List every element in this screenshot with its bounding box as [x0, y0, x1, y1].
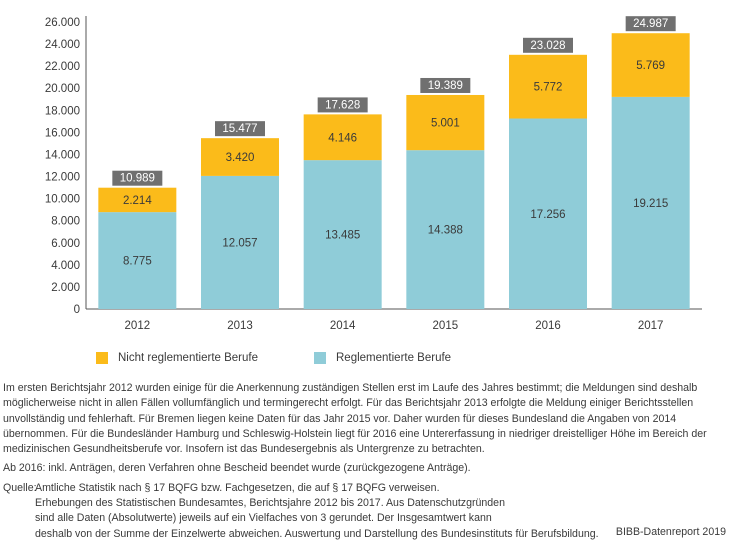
data-label-regulated: 17.256: [530, 209, 565, 221]
total-label-box: [420, 77, 471, 93]
x-tick-label: 2012: [125, 320, 151, 332]
y-tick-label: 12.000: [45, 172, 80, 184]
legend: Nicht reglementierte Berufe Reglementier…: [96, 352, 451, 364]
total-label-box: [112, 170, 163, 186]
data-label-non-regulated: 3.420: [226, 152, 255, 164]
x-tick-label: 2015: [433, 320, 459, 332]
y-tick-label: 6.000: [51, 238, 80, 250]
data-label-non-regulated: 2.214: [123, 195, 152, 207]
bar-segment-non-regulated: [509, 54, 587, 119]
y-tick-label: 16.000: [45, 127, 80, 139]
data-label-regulated: 13.485: [325, 230, 360, 242]
total-label: 17.628: [325, 99, 360, 111]
total-label-box: [625, 16, 676, 32]
x-tick-label: 2016: [535, 320, 561, 332]
x-tick-label: 2014: [330, 320, 356, 332]
bar-segment-regulated: [98, 212, 177, 309]
y-tick-label: 10.000: [45, 194, 80, 206]
x-tick-label: 2017: [638, 320, 664, 332]
chart-notes: Im ersten Berichtsjahr 2012 wurden einig…: [3, 381, 728, 542]
total-label: 15.477: [222, 123, 257, 135]
legend-label-non-regulated: Nicht reglementierte Berufe: [118, 352, 258, 364]
legend-swatch-regulated: [314, 352, 326, 364]
note-paragraph-2: Ab 2016: inkl. Anträgen, deren Verfahren…: [3, 462, 471, 475]
legend-label-regulated: Reglementierte Berufe: [336, 352, 452, 364]
data-label-regulated: 19.215: [633, 198, 668, 210]
y-tick-label: 4.000: [51, 260, 80, 272]
data-label-regulated: 14.388: [428, 225, 463, 237]
source-label: Quelle:: [3, 481, 37, 494]
legend-item-non-regulated: Nicht reglementierte Berufe: [96, 352, 314, 364]
bar-segment-regulated: [406, 150, 485, 309]
bar-segment-non-regulated: [201, 138, 279, 176]
y-tick-label: 2.000: [51, 282, 80, 294]
data-label-regulated: 12.057: [222, 237, 257, 249]
y-tick-label: 24.000: [45, 39, 80, 51]
y-tick-label: 26.000: [45, 17, 80, 29]
data-label-regulated: 8.775: [123, 256, 152, 268]
bar-segment-non-regulated: [303, 114, 382, 161]
source-line: Amtliche Statistik nach § 17 BQFG bzw. F…: [35, 481, 440, 494]
x-tick-label: 2013: [227, 320, 253, 332]
y-tick-label: 0: [74, 304, 80, 316]
data-label-non-regulated: 5.001: [431, 118, 460, 130]
source-block: Quelle: Amtliche Statistik nach § 17 BQF…: [3, 481, 728, 542]
y-tick-label: 22.000: [45, 61, 80, 73]
data-label-non-regulated: 4.146: [328, 132, 357, 144]
total-label-box: [523, 37, 573, 53]
data-label-non-regulated: 5.769: [636, 60, 665, 72]
credit-line: BIBB-Datenreport 2019: [615, 526, 726, 538]
legend-swatch-non-regulated: [96, 352, 108, 364]
y-tick-label: 8.000: [51, 216, 80, 228]
source-line: Erhebungen des Statistischen Bundesamtes…: [35, 497, 505, 510]
bar-segment-non-regulated: [98, 187, 177, 213]
bar-segment-regulated: [509, 118, 587, 309]
note-paragraph-1: Im ersten Berichtsjahr 2012 wurden einig…: [3, 382, 707, 456]
total-label-box: [317, 97, 368, 113]
bar-segment-non-regulated: [611, 33, 690, 97]
total-label: 10.989: [120, 173, 155, 185]
total-label: 19.389: [428, 80, 463, 92]
source-line: sind alle Daten (Absolutwerte) jeweils a…: [35, 512, 492, 525]
bar-segment-non-regulated: [406, 94, 485, 151]
source-line: deshalb von der Summe der Einzelwerte ab…: [35, 527, 599, 540]
total-label: 24.987: [633, 18, 668, 30]
y-tick-label: 18.000: [45, 105, 80, 117]
legend-item-regulated: Reglementierte Berufe: [314, 352, 451, 364]
bar-segment-regulated: [303, 160, 382, 309]
total-label: 23.028: [530, 40, 565, 52]
bar-segment-regulated: [611, 96, 690, 309]
stacked-bar-chart: 0 2.000 4.000 6.000 8.000 10.000 12.000 14.000 1…: [45, 16, 702, 332]
source-text: Amtliche Statistik nach § 17 BQFG bzw. F…: [35, 481, 728, 542]
y-tick-label: 20.000: [45, 83, 80, 95]
data-label-non-regulated: 5.772: [534, 82, 563, 94]
y-tick-label: 14.000: [45, 149, 80, 161]
total-label-box: [215, 121, 265, 137]
bar-segment-regulated: [201, 175, 279, 309]
